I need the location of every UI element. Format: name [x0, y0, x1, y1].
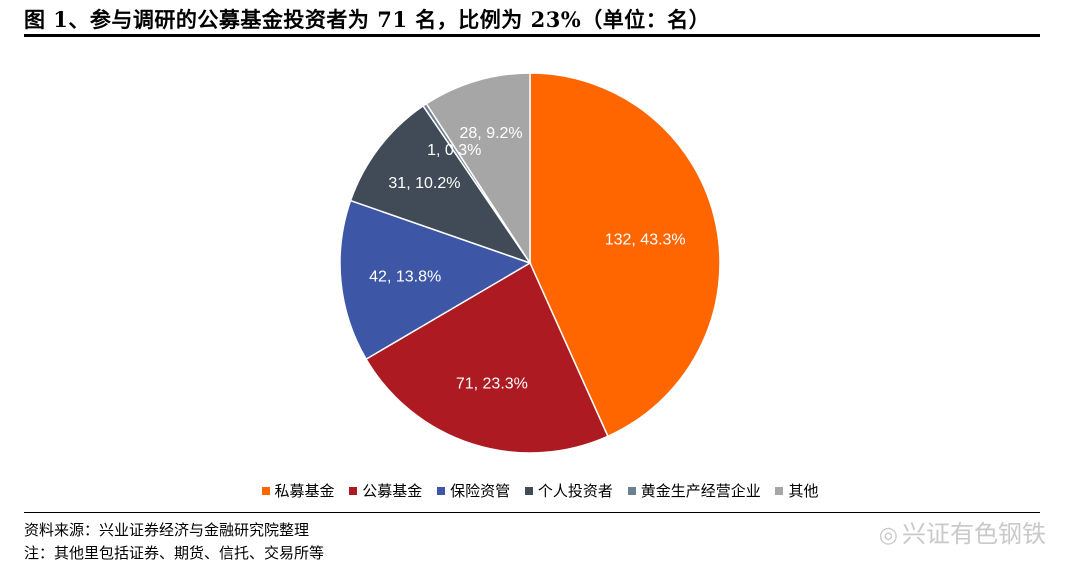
data-label: 71, 23.3%	[456, 375, 528, 392]
data-label: 132, 43.3%	[605, 231, 686, 248]
pie-slice	[365, 261, 609, 454]
legend-item-other: 其他	[775, 480, 819, 501]
wechat-icon: ◎	[878, 523, 898, 548]
chart-legend: 私募基金 公募基金 保险资管 个人投资者 黄金生产经营企业 其他	[0, 480, 1080, 501]
watermark: ◎ 兴证有色钢铁	[879, 514, 1046, 549]
legend-item-private-fund: 私募基金	[261, 480, 335, 501]
pie-slice	[529, 72, 721, 438]
footnote: 注：其他里包括证券、期货、信托、交易所等	[24, 544, 325, 562]
legend-label: 私募基金	[274, 482, 335, 500]
footer-divider	[24, 512, 1040, 513]
data-label: 31, 10.2%	[388, 175, 460, 192]
watermark-text: 兴证有色钢铁	[902, 520, 1046, 548]
legend-swatch	[775, 487, 784, 495]
legend-label: 黄金生产经营企业	[640, 482, 761, 500]
legend-swatch	[627, 487, 636, 495]
data-label: 42, 13.8%	[369, 268, 441, 285]
pie-slice	[349, 104, 532, 265]
legend-label: 其他	[788, 482, 819, 500]
pie-slice	[339, 199, 532, 361]
legend-swatch	[437, 487, 446, 495]
legend-item-insurance: 保险资管	[437, 480, 510, 501]
legend-swatch	[261, 487, 270, 495]
title-divider	[24, 34, 1040, 37]
legend-item-individual: 个人投资者	[524, 480, 613, 501]
source-note: 资料来源：兴业证券经济与金融研究院整理	[24, 521, 310, 539]
legend-swatch	[524, 487, 533, 495]
legend-swatch	[349, 487, 358, 495]
data-label: 28, 9.2%	[460, 125, 523, 142]
pie-slice	[425, 72, 531, 266]
figure-title: 图 1、参与调研的公募基金投资者为 71 名，比例为 23%（单位：名）	[24, 7, 711, 32]
legend-label: 保险资管	[450, 482, 511, 500]
legend-item-public-fund: 公募基金	[349, 480, 422, 501]
legend-item-gold-producer: 黄金生产经营企业	[627, 480, 761, 501]
legend-label: 个人投资者	[537, 482, 613, 500]
data-label: 1, 0.3%	[427, 142, 481, 159]
legend-label: 公募基金	[362, 482, 423, 500]
